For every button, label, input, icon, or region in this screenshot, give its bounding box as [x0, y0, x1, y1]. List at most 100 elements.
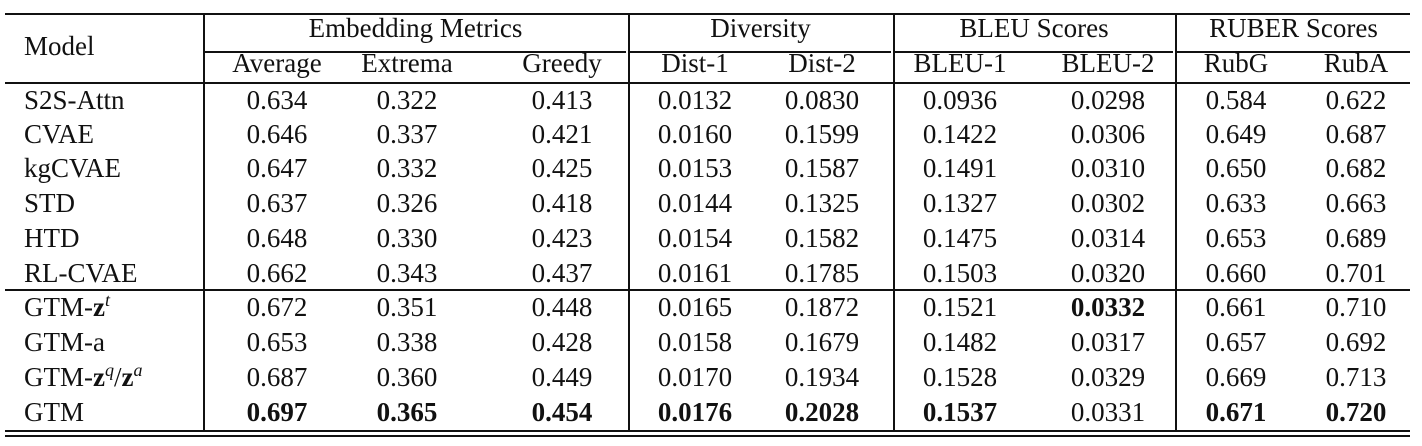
- cell: 0.0170: [657, 362, 733, 392]
- cell: 0.0314: [1070, 223, 1146, 253]
- cell: 0.584: [1205, 85, 1267, 115]
- cell: 0.671: [1205, 397, 1267, 427]
- cell: 0.1327: [922, 188, 998, 218]
- group-header: Diversity: [710, 13, 811, 43]
- cell: 0.0153: [657, 153, 733, 183]
- model-name-part: GTM-a: [24, 327, 105, 357]
- cell: 0.687: [246, 362, 308, 392]
- cell: 0.330: [376, 223, 438, 253]
- cell: 0.0331: [1070, 397, 1146, 427]
- model-name-part: z: [93, 362, 105, 392]
- cell: 0.689: [1325, 223, 1387, 253]
- cell: 0.0332: [1070, 292, 1146, 322]
- cell: 0.633: [1205, 188, 1267, 218]
- cell: 0.663: [1325, 188, 1387, 218]
- rule: [5, 435, 1410, 437]
- cell: 0.634: [246, 85, 308, 115]
- cell: 0.337: [376, 119, 438, 149]
- model-name-part: z: [93, 292, 105, 322]
- model-name: RL-CVAE: [24, 257, 138, 289]
- cell: 0.647: [246, 153, 308, 183]
- cell: 0.648: [246, 223, 308, 253]
- cell: 0.1482: [922, 327, 998, 357]
- cell: 0.662: [246, 258, 308, 288]
- column-header: Greedy: [522, 48, 602, 78]
- column-header: BLEU-1: [913, 48, 1007, 78]
- cell: 0.0310: [1070, 153, 1146, 183]
- model-name-part: q: [104, 360, 114, 380]
- model-name-part: /: [113, 362, 122, 392]
- cell: 0.351: [376, 292, 438, 322]
- model-name-part: S2S-Attn: [24, 85, 125, 115]
- cell: 0.1528: [922, 362, 998, 392]
- model-name: GTM-zt: [24, 291, 110, 323]
- cell: 0.713: [1325, 362, 1387, 392]
- cell: 0.0132: [657, 85, 733, 115]
- column-header: Extrema: [361, 48, 453, 78]
- cell: 0.0161: [657, 258, 733, 288]
- cell: 0.669: [1205, 362, 1267, 392]
- cell: 0.720: [1325, 397, 1387, 427]
- model-name-part: CVAE: [24, 119, 95, 149]
- cell: 0.1785: [784, 258, 860, 288]
- cell: 0.332: [376, 153, 438, 183]
- cell: 0.653: [246, 327, 308, 357]
- rule: [5, 82, 1410, 84]
- column-header: RubG: [1203, 48, 1269, 78]
- rule: [1175, 13, 1177, 432]
- model-name-part: GTM: [24, 397, 84, 427]
- cell: 0.1503: [922, 258, 998, 288]
- cell: 0.1599: [784, 119, 860, 149]
- cell: 0.637: [246, 188, 308, 218]
- cell: 0.650: [1205, 153, 1267, 183]
- cell: 0.322: [376, 85, 438, 115]
- rule: [5, 13, 1410, 15]
- cell: 0.454: [531, 397, 593, 427]
- cell: 0.0165: [657, 292, 733, 322]
- cell: 0.0144: [657, 188, 733, 218]
- group-header: BLEU Scores: [959, 13, 1109, 43]
- cell: 0.425: [531, 153, 593, 183]
- cell: 0.649: [1205, 119, 1267, 149]
- model-name-part: HTD: [24, 223, 80, 253]
- cell: 0.343: [376, 258, 438, 288]
- cell: 0.692: [1325, 327, 1387, 357]
- cell: 0.2028: [784, 397, 860, 427]
- rule: [203, 13, 205, 432]
- cell: 0.0320: [1070, 258, 1146, 288]
- group-header: RUBER Scores: [1209, 13, 1378, 43]
- rule: [5, 430, 1410, 432]
- cell: 0.338: [376, 327, 438, 357]
- model-name: CVAE: [24, 118, 94, 150]
- column-header: RubA: [1323, 48, 1389, 78]
- cell: 0.0176: [657, 397, 733, 427]
- cell: 0.1422: [922, 119, 998, 149]
- cell: 0.653: [1205, 223, 1267, 253]
- header-model: Model: [24, 31, 95, 61]
- model-name: S2S-Attn: [24, 84, 125, 116]
- cell: 0.1521: [922, 292, 998, 322]
- cell: 0.0298: [1070, 85, 1146, 115]
- cell: 0.449: [531, 362, 593, 392]
- cell: 0.622: [1325, 85, 1387, 115]
- cell: 0.1679: [784, 327, 860, 357]
- cell: 0.365: [376, 397, 438, 427]
- model-name-part: STD: [24, 188, 76, 218]
- cell: 0.657: [1205, 327, 1267, 357]
- model-name-part: a: [133, 360, 143, 380]
- model-name: GTM-zq/za: [24, 361, 142, 393]
- cell: 0.413: [531, 85, 593, 115]
- model-name: HTD: [24, 222, 80, 254]
- cell: 0.1325: [784, 188, 860, 218]
- cell: 0.660: [1205, 258, 1267, 288]
- model-name-part: t: [104, 290, 110, 310]
- cell: 0.701: [1325, 258, 1387, 288]
- cell: 0.1587: [784, 153, 860, 183]
- column-header: Dist-1: [661, 48, 729, 78]
- cell: 0.0154: [657, 223, 733, 253]
- cell: 0.0830: [784, 85, 860, 115]
- cell: 0.360: [376, 362, 438, 392]
- group-header: Embedding Metrics: [308, 13, 523, 43]
- cell: 0.697: [246, 397, 308, 427]
